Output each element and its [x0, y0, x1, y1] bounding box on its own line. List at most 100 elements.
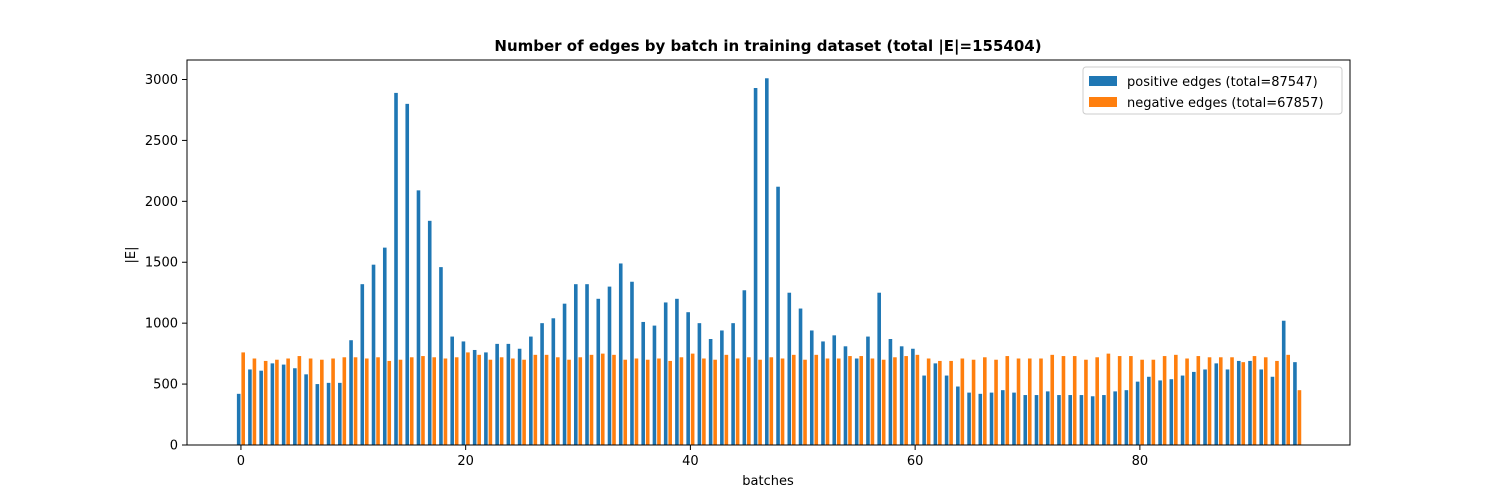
positive-bar-54 — [843, 346, 848, 445]
positive-bar-31 — [585, 284, 589, 445]
negative-bar-85 — [1196, 356, 1201, 445]
negative-bar-67 — [994, 359, 998, 445]
negative-bar-46 — [758, 359, 762, 445]
positive-bar-78 — [1113, 391, 1117, 445]
positive-bar-37 — [652, 325, 657, 445]
negative-bar-68 — [1005, 356, 1010, 445]
negative-bar-92 — [1275, 360, 1279, 445]
negative-bar-59 — [904, 356, 908, 445]
positive-bar-11 — [360, 284, 365, 445]
positive-bar-30 — [573, 284, 578, 445]
negative-bar-74 — [1072, 356, 1077, 445]
x-tick-label-60: 60 — [907, 454, 924, 469]
positive-bar-2 — [259, 370, 263, 445]
positive-bar-75 — [1079, 395, 1084, 445]
positive-bar-35 — [630, 281, 634, 445]
negative-bar-33 — [612, 354, 616, 445]
x-axis: 0 20 40 60 80 — [237, 445, 1148, 469]
positive-bar-22 — [484, 352, 488, 445]
positive-bar-68 — [1000, 390, 1005, 445]
negative-bar-18 — [443, 358, 448, 445]
positive-bar-13 — [382, 247, 387, 445]
positive-bar-40 — [686, 312, 690, 445]
negative-bar-22 — [488, 359, 493, 445]
negative-bar-43 — [724, 354, 729, 445]
positive-bar-28 — [551, 318, 556, 445]
legend-swatch-1 — [1089, 97, 1117, 107]
legend-entry-1: negative edges (total=67857) — [1127, 96, 1324, 111]
negative-bar-29 — [567, 359, 571, 445]
negative-bar-23 — [499, 357, 504, 445]
positive-bar-84 — [1180, 375, 1185, 445]
positive-bar-9 — [338, 382, 342, 445]
negative-bar-60 — [915, 354, 920, 445]
positive-bar-55 — [854, 358, 859, 445]
negative-bar-48 — [780, 358, 785, 445]
negative-bar-86 — [1207, 357, 1212, 445]
positive-bar-58 — [888, 339, 893, 445]
positive-bar-15 — [405, 103, 410, 446]
positive-bar-5 — [293, 368, 297, 445]
negative-bar-47 — [769, 357, 774, 445]
positive-bar-39 — [675, 298, 679, 445]
negative-bar-49 — [791, 354, 796, 445]
positive-bar-71 — [1034, 395, 1039, 445]
positive-bar-6 — [304, 374, 308, 445]
y-axis-label: |E| — [124, 247, 139, 264]
negative-bar-54 — [848, 356, 852, 445]
y-tick-label-500: 500 — [153, 378, 178, 393]
y-tick-label-3000: 3000 — [145, 73, 178, 88]
y-axis: 0 500 1000 1500 2000 2500 3000 — [145, 73, 187, 454]
y-tick-label-2500: 2500 — [145, 134, 178, 149]
positive-bar-3 — [270, 363, 275, 445]
positive-bar-82 — [1158, 380, 1162, 445]
negative-bar-14 — [398, 359, 403, 445]
negative-bar-37 — [657, 358, 661, 445]
positive-bar-43 — [720, 330, 724, 445]
positive-bar-76 — [1090, 396, 1095, 445]
positive-bar-57 — [877, 292, 881, 445]
positive-bar-66 — [978, 393, 983, 445]
positive-bar-0 — [236, 393, 241, 445]
negative-bar-44 — [735, 358, 740, 445]
chart-title: Number of edges by batch in training dat… — [494, 37, 1041, 56]
negative-bar-61 — [926, 358, 931, 445]
negative-bar-79 — [1129, 356, 1133, 445]
x-axis-label: batches — [742, 474, 794, 489]
negative-bar-71 — [1039, 358, 1043, 445]
negative-bar-80 — [1140, 359, 1144, 445]
negative-bar-1 — [252, 358, 257, 445]
legend: positive edges (total=87547) negative edg… — [1082, 66, 1343, 115]
positive-bar-85 — [1192, 371, 1196, 445]
positive-bar-92 — [1270, 376, 1275, 445]
positive-bar-77 — [1102, 395, 1106, 445]
negative-bar-69 — [1016, 358, 1021, 445]
legend-entry-0: positive edges (total=87547) — [1127, 75, 1318, 90]
negative-bar-15 — [409, 357, 414, 445]
positive-bar-1 — [248, 369, 252, 445]
positive-bar-42 — [708, 339, 713, 445]
negative-bar-40 — [690, 353, 695, 445]
legend-box — [1082, 66, 1343, 115]
positive-bar-79 — [1124, 390, 1129, 445]
negative-bar-24 — [511, 358, 515, 445]
negative-bar-0 — [241, 352, 245, 445]
positive-bar-10 — [349, 340, 353, 445]
negative-bar-83 — [1174, 354, 1178, 445]
positive-bar-36 — [641, 321, 646, 445]
positive-bar-18 — [439, 267, 443, 445]
positive-bar-44 — [731, 323, 735, 445]
y-tick-label-1500: 1500 — [145, 256, 178, 271]
negative-bar-62 — [938, 360, 942, 445]
y-tick-label-0: 0 — [170, 439, 178, 454]
negative-bar-16 — [421, 356, 425, 445]
positive-bar-93 — [1281, 320, 1286, 445]
negative-bar-63 — [949, 360, 953, 445]
positive-bar-14 — [394, 92, 398, 446]
negative-bar-75 — [1084, 359, 1088, 445]
positive-bar-65 — [967, 392, 971, 445]
y-tick-label-2000: 2000 — [145, 195, 178, 210]
positive-bar-41 — [697, 323, 702, 445]
negative-bar-91 — [1263, 357, 1268, 445]
